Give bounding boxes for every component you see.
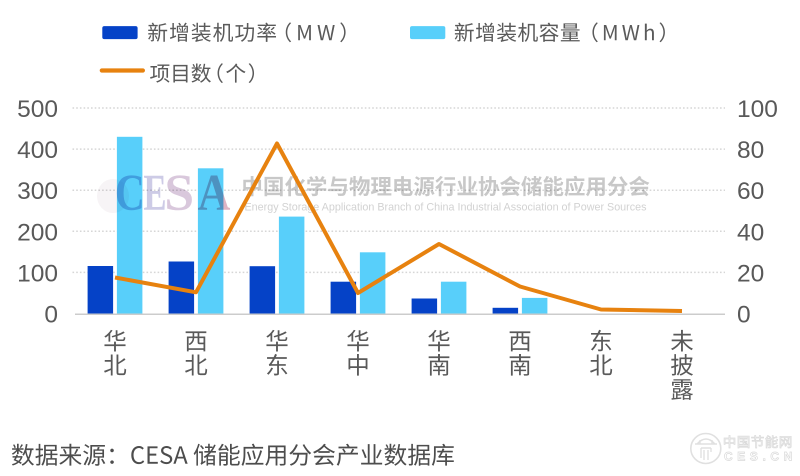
svg-text:300: 300 — [17, 178, 58, 205]
svg-text:400: 400 — [17, 137, 58, 164]
svg-text:100: 100 — [737, 96, 778, 123]
svg-text:200: 200 — [17, 219, 58, 246]
svg-text:100: 100 — [17, 260, 58, 287]
svg-text:80: 80 — [737, 137, 764, 164]
svg-text:20: 20 — [737, 260, 764, 287]
svg-text:CES.CN: CES.CN — [724, 450, 797, 464]
svg-text:40: 40 — [737, 219, 764, 246]
svg-text:Energy Storage Application Bra: Energy Storage Application Branch of Chi… — [245, 202, 648, 214]
svg-text:0: 0 — [44, 302, 58, 329]
svg-text:500: 500 — [17, 96, 58, 123]
svg-text:60: 60 — [737, 178, 764, 205]
svg-text:0: 0 — [737, 302, 751, 329]
